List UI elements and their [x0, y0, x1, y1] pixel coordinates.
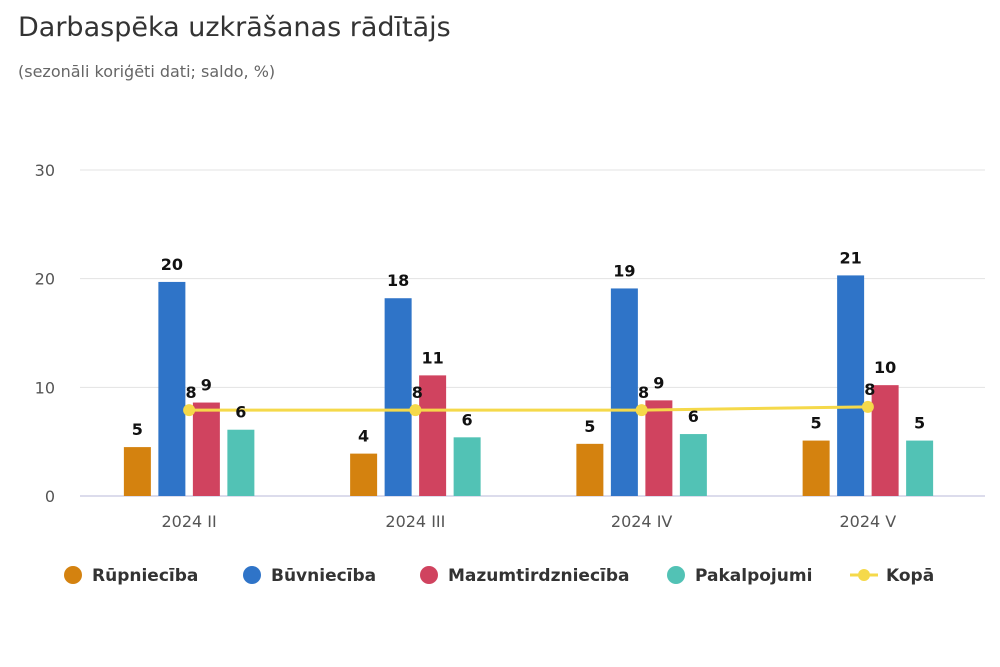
bar[interactable]	[679, 434, 707, 496]
bar[interactable]	[192, 402, 220, 496]
bar[interactable]	[350, 453, 378, 496]
data-label: 18	[387, 271, 409, 290]
legend-marker	[858, 569, 870, 581]
data-label: 5	[584, 417, 595, 436]
bar[interactable]	[158, 281, 186, 496]
legend: Rūpniecība Būvniecība Mazumtirdzniecība Pak…	[64, 566, 934, 586]
legend-marker	[243, 566, 261, 584]
y-tick-label: 20	[35, 270, 55, 289]
bars-layer	[123, 275, 934, 496]
data-label: 5	[132, 420, 143, 439]
data-label: 11	[421, 348, 443, 367]
data-label: 8	[864, 380, 875, 399]
grid-layer: 0 10 20 30 2024 II 2024 III 2024 IV 2024 V	[35, 161, 985, 531]
bar[interactable]	[453, 437, 481, 496]
legend-label: Pakalpojumi	[695, 566, 812, 586]
line-point[interactable]	[861, 400, 874, 413]
legend-label: Mazumtirdzniecība	[448, 566, 630, 586]
y-tick-label: 0	[45, 487, 55, 506]
data-label: 9	[653, 373, 664, 392]
data-label: 5	[811, 414, 822, 433]
bar[interactable]	[123, 447, 151, 496]
data-label: 8	[412, 383, 423, 402]
legend-item[interactable]: Būvniecība	[243, 566, 376, 586]
line-point[interactable]	[409, 404, 422, 417]
data-label: 6	[462, 410, 473, 429]
legend-marker	[667, 566, 685, 584]
legend-marker	[420, 566, 438, 584]
chart-subtitle: (sezonāli koriģēti dati; saldo, %)	[18, 62, 276, 81]
bar[interactable]	[906, 440, 934, 496]
data-label: 6	[688, 407, 699, 426]
legend-item[interactable]: Pakalpojumi	[667, 566, 812, 586]
legend-marker	[64, 566, 82, 584]
data-label: 19	[613, 261, 635, 280]
bar[interactable]	[419, 375, 447, 496]
data-label: 10	[874, 358, 896, 377]
labels-layer: 5 4 5 5 20 18 19 21 9 11 9 10 6 6 6 5 8 8 8 8	[132, 248, 925, 445]
bar[interactable]	[645, 400, 673, 496]
series-line	[189, 405, 868, 412]
data-label: 6	[235, 403, 246, 422]
data-label: 5	[914, 414, 925, 433]
bar[interactable]	[576, 443, 604, 496]
bar[interactable]	[227, 429, 255, 496]
bar[interactable]	[802, 440, 830, 496]
data-label: 4	[358, 427, 369, 446]
x-tick-label: 2024 II	[162, 512, 217, 531]
x-tick-label: 2024 V	[840, 512, 897, 531]
legend-label: Rūpniecība	[92, 566, 198, 586]
bar[interactable]	[384, 298, 412, 496]
bar[interactable]	[610, 288, 638, 496]
bar[interactable]	[837, 275, 865, 496]
legend-label: Būvniecība	[271, 566, 376, 586]
legend-label: Kopā	[886, 566, 934, 586]
y-tick-label: 30	[35, 161, 55, 180]
data-label: 9	[201, 376, 212, 395]
x-tick-label: 2024 IV	[611, 512, 673, 531]
data-label: 8	[186, 383, 197, 402]
data-label: 8	[638, 383, 649, 402]
line-point[interactable]	[183, 404, 196, 417]
y-tick-label: 10	[35, 378, 55, 397]
legend-item[interactable]: Rūpniecība	[64, 566, 198, 586]
line-point[interactable]	[635, 404, 648, 417]
legend-item[interactable]: Mazumtirdzniecība	[420, 566, 630, 586]
bar[interactable]	[871, 385, 899, 496]
data-label: 21	[839, 248, 861, 267]
line-layer	[183, 400, 874, 417]
x-tick-label: 2024 III	[385, 512, 445, 531]
data-label: 20	[161, 255, 183, 274]
legend-item[interactable]: Kopā	[850, 566, 934, 586]
chart-title: Darbaspēka uzkrāšanas rādītājs	[18, 12, 451, 43]
